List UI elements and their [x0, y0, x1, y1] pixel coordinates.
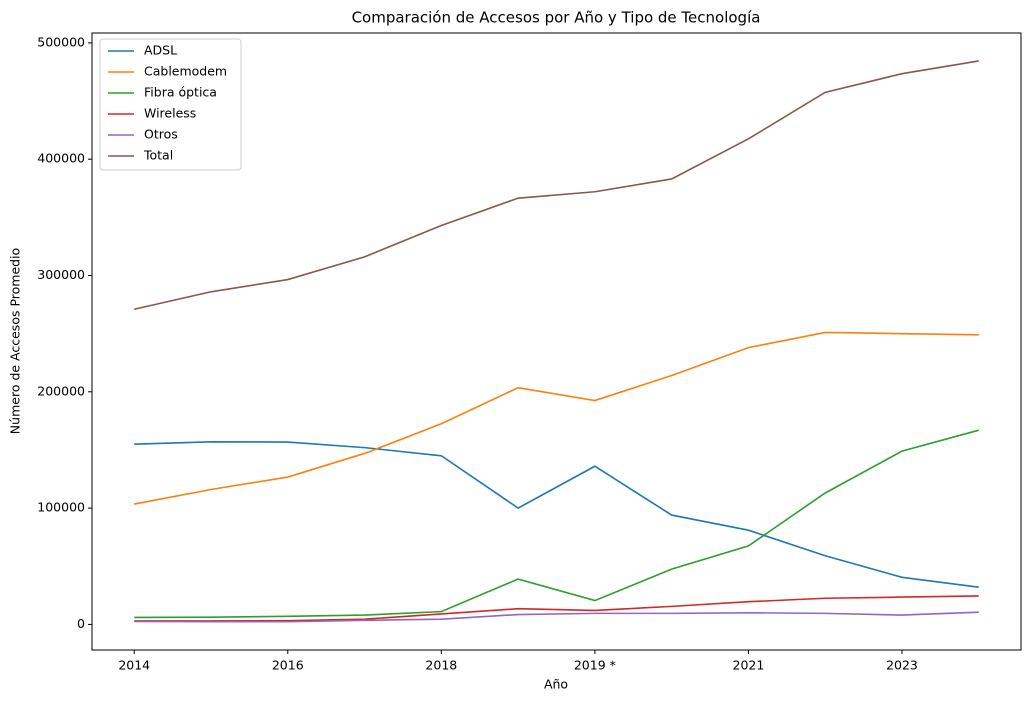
y-tick-label: 200000 [37, 383, 85, 398]
series-line [134, 595, 979, 622]
y-tick-label: 400000 [37, 151, 85, 166]
series-line [134, 60, 979, 311]
legend-label: ADSL [144, 43, 177, 58]
legend-label: Fibra óptica [144, 85, 217, 100]
x-tick-label: 2016 [272, 658, 304, 673]
y-tick-label: 0 [77, 616, 85, 631]
y-tick-label: 100000 [37, 500, 85, 515]
series-line [134, 441, 979, 588]
y-axis-label: Número de Accesos Promedio [8, 248, 23, 434]
x-tick-label: 2019 * [574, 658, 616, 673]
series-line [134, 611, 979, 623]
x-tick-label: 2018 [425, 658, 457, 673]
legend-label: Total [143, 148, 173, 163]
y-tick-label: 500000 [37, 34, 85, 49]
plot-area [91, 32, 1022, 651]
legend-label: Otros [144, 127, 178, 142]
y-tick-label: 300000 [37, 267, 85, 282]
x-axis-label: Año [544, 677, 568, 692]
series-line [134, 331, 979, 505]
legend-label: Wireless [144, 106, 196, 121]
x-tick-label: 2021 [733, 658, 765, 673]
series-line [134, 429, 979, 619]
x-tick-label: 2014 [118, 658, 150, 673]
legend-label: Cablemodem [144, 64, 227, 79]
chart-title: Comparación de Accesos por Año y Tipo de… [352, 9, 761, 27]
legend-box [99, 38, 242, 171]
x-tick-label: 2023 [886, 658, 918, 673]
